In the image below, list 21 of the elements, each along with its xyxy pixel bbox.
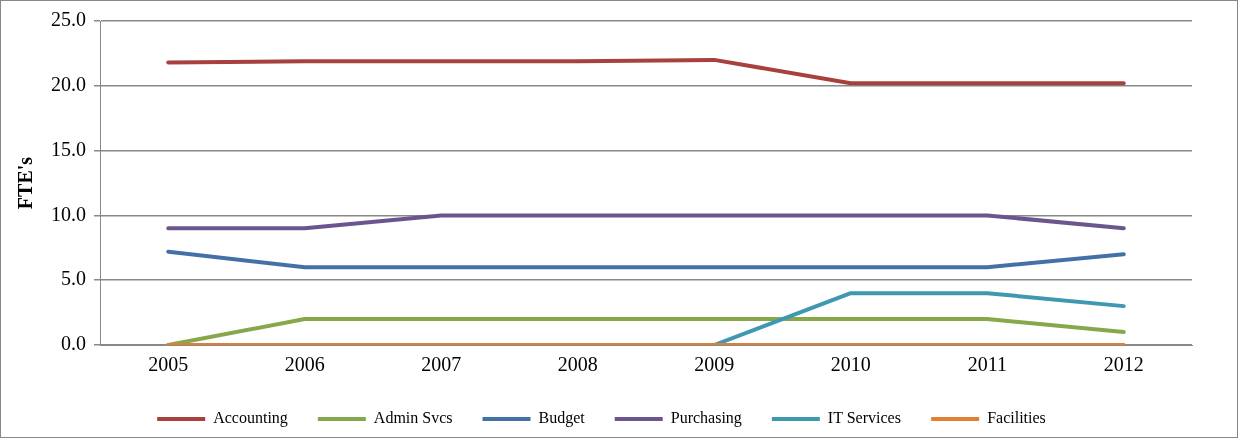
y-tick-label: 25.0	[51, 8, 86, 31]
y-tick-label: 10.0	[51, 202, 86, 225]
x-tick-label: 2012	[1103, 353, 1144, 376]
x-tick-label: 2008	[557, 353, 598, 376]
x-tick-label: 2010	[830, 353, 871, 376]
legend-label: Budget	[538, 409, 586, 428]
y-tick-label: 0.0	[61, 332, 86, 355]
legend-label: Purchasing	[670, 409, 742, 428]
y-axis-title: FTE's	[14, 156, 37, 210]
x-tick-label: 2005	[148, 353, 189, 376]
x-tick-label: 2007	[421, 353, 462, 376]
y-tick-label: 15.0	[51, 137, 86, 160]
x-tick-label: 2011	[967, 353, 1007, 376]
legend-label: IT Services	[827, 409, 901, 427]
y-tick-label: 20.0	[51, 73, 86, 96]
x-tick-label: 2006	[284, 353, 325, 376]
legend-label: Facilities	[987, 409, 1046, 427]
y-tick-label: 5.0	[61, 267, 86, 290]
x-tick-label: 2009	[694, 353, 735, 376]
legend-label: Accounting	[213, 409, 288, 428]
legend-label: Admin Svcs	[373, 409, 453, 427]
